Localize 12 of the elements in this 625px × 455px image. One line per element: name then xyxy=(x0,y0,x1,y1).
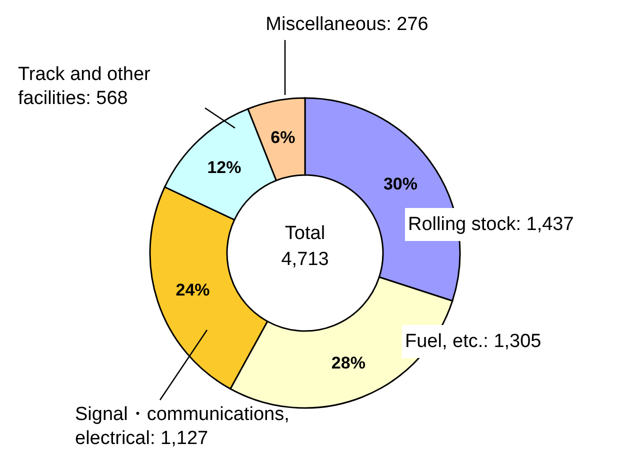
slice-label: Rolling stock: 1,437 xyxy=(408,214,574,235)
text: Total xyxy=(284,223,326,244)
slice-label: Track and other facilities: 568 xyxy=(18,64,152,109)
data-label: 12% xyxy=(207,158,242,177)
slice-label: Fuel, etc.: 1,305 xyxy=(405,331,542,352)
data-label: 6% xyxy=(270,128,296,148)
data-label: 28% xyxy=(331,354,366,373)
data-label: 30% xyxy=(383,174,418,194)
slice-label: Miscellaneous: 276 xyxy=(266,14,428,35)
data-label: 24% xyxy=(176,280,210,300)
slice-label: Signal・communications, electrical: 1,127 xyxy=(75,404,290,449)
text: 4,713 xyxy=(281,249,329,270)
